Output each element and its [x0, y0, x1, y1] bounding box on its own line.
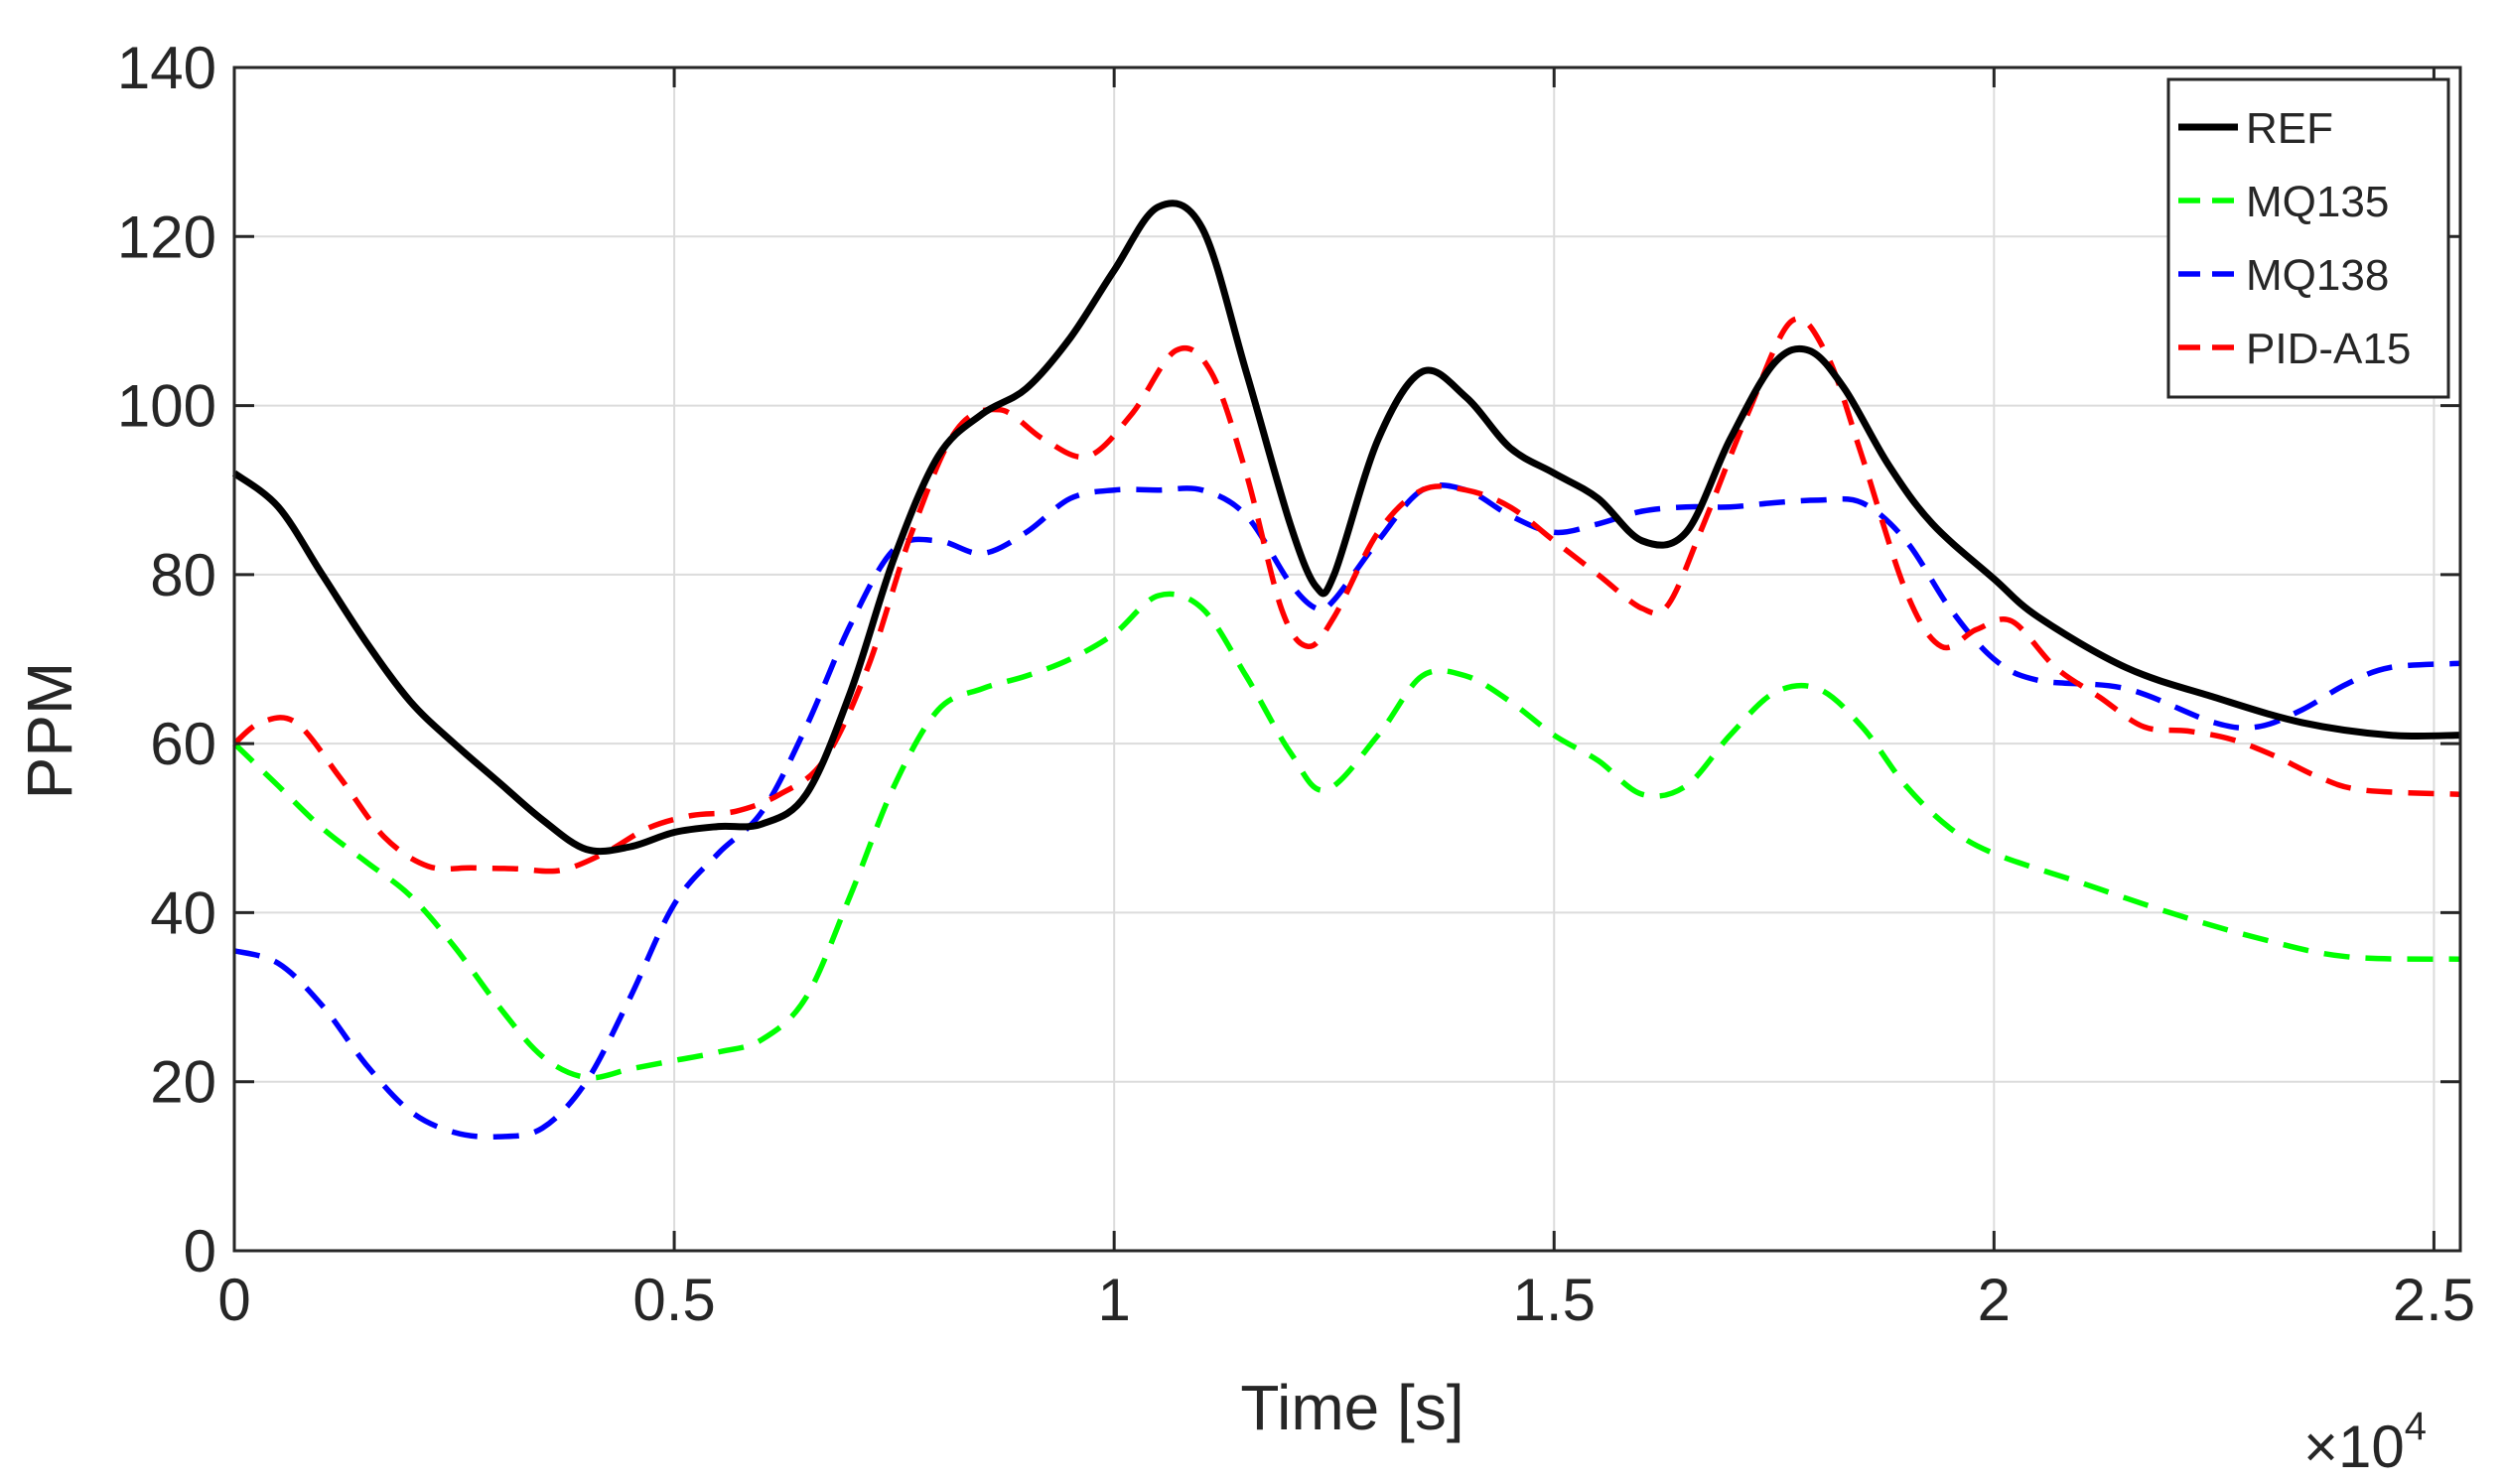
x-tick-label: 0: [217, 1267, 250, 1333]
series-line-ref: [231, 200, 2461, 856]
y-tick-label: 120: [117, 203, 216, 270]
legend-box: [2166, 77, 2450, 399]
axis-ticks: 0 0.5 1 1.5 2 2.5 0 20 40 60 80 100 120 140: [117, 35, 2475, 1333]
legend-label-mq138: MQ138: [2246, 251, 2389, 300]
series-line-mq138: [233, 482, 2461, 1141]
x-tick-label: 2.5: [2393, 1267, 2475, 1333]
x-tick-label: 1: [1097, 1267, 1130, 1333]
y-tick-label: 100: [117, 373, 216, 440]
y-tick-label: 80: [150, 542, 216, 608]
y-axis-label: PPM: [14, 662, 85, 800]
series-line-mq135: [232, 591, 2461, 1081]
y-tick-label: 140: [117, 35, 216, 101]
plot-frame: [232, 66, 2462, 1253]
legend-label-ref: REF: [2246, 104, 2333, 153]
legend-label-mq135: MQ135: [2246, 178, 2389, 226]
legend-label-pid-a15: PID-A15: [2246, 325, 2411, 373]
y-tick-label: 60: [150, 711, 216, 777]
y-tick-label: 40: [150, 879, 216, 946]
x-tick-label: 2: [1978, 1267, 2011, 1333]
x-axis-label: Time [s]: [1240, 1372, 1463, 1443]
y-tick-label: 20: [150, 1049, 216, 1116]
x-exponent-label: ×104: [2303, 1405, 2427, 1479]
x-tick-label: 0.5: [632, 1267, 715, 1333]
x-tick-label: 1.5: [1513, 1267, 1596, 1333]
series-layer: [231, 200, 2461, 1141]
y-tick-label: 0: [184, 1218, 216, 1284]
legend: REF MQ135 MQ138 PID-A15: [2166, 77, 2450, 399]
